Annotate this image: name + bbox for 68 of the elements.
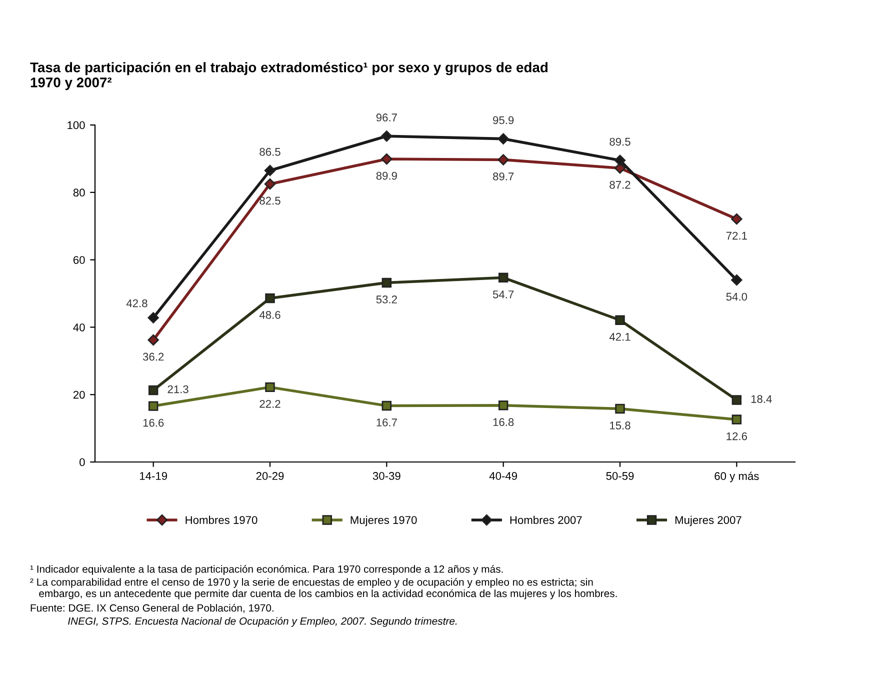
data-label: 21.3: [168, 385, 188, 394]
point: [614, 154, 626, 166]
chart-title: Tasa de participación en el trabajo extradoméstico¹ por sexo y grupos de edad 1970 y 2007²: [30, 62, 548, 90]
point: [615, 315, 625, 325]
point: [615, 404, 625, 414]
text: ¹ Indicador equivalente a la tasa de participación económica. Para 1970 corresponde a 12 años y más.: [30, 565, 503, 575]
data-label: 95.9: [493, 116, 514, 124]
data-label: 42.8: [126, 299, 148, 308]
point: [148, 385, 158, 396]
data-label: 87.2: [610, 180, 630, 189]
data-label: 12.6: [726, 432, 747, 440]
data-label: 96.7: [376, 114, 397, 122]
data-label: 86.5: [260, 148, 280, 156]
point: [381, 130, 392, 142]
point: [382, 278, 392, 288]
legend-label: Hombres 2007: [510, 516, 582, 524]
data-label: 16.8: [493, 418, 514, 426]
point: [498, 272, 508, 283]
point: [148, 401, 158, 411]
point: [382, 400, 392, 411]
data-label: 48.6: [259, 311, 280, 319]
data-label: 15.8: [610, 422, 630, 430]
legend-label: Mujeres 1970: [350, 516, 417, 526]
point: [381, 153, 392, 165]
data-label: 16.6: [143, 418, 164, 427]
x-tick-label: 60 y más: [714, 472, 759, 482]
data-label: 22.2: [260, 400, 280, 408]
x-tick-label: 40-49: [489, 472, 518, 480]
data-label: 16.7: [376, 418, 397, 426]
y-tick-label: 20: [73, 390, 85, 399]
data-label: 18.4: [751, 395, 772, 403]
text: INEGI, STPS. Encuesta Nacional de Ocupación y Empleo, 2007. Segundo trimestre.: [68, 617, 457, 627]
data-label: 89.5: [610, 138, 630, 146]
legend-label: Mujeres 2007: [675, 516, 742, 526]
source-note: Fuente: DGE. IX Censo General de Población, 1970.: [30, 604, 274, 613]
text: ² La comparabilidad entre el censo de 1970 y la serie de encuestas de empleo y de ocupación y empleo no es estricta; sin embargo, es un antecedente que permite dar cuenta de los cambios en la actividad económica de las mujeres y los hombres.: [30, 578, 617, 600]
point: [265, 293, 275, 304]
point: [264, 164, 276, 176]
point: [265, 382, 275, 392]
point: [148, 312, 159, 324]
data-label: 54.7: [492, 290, 514, 298]
point: [732, 414, 742, 424]
point: [731, 213, 742, 225]
data-label: 36.2: [142, 352, 164, 361]
x-tick-label: 20-29: [256, 472, 284, 480]
y-tick-label: 60: [73, 256, 85, 264]
point: [498, 154, 509, 166]
point: [498, 133, 509, 144]
x-tick-label: 50-59: [606, 472, 634, 480]
data-label: 89.9: [376, 172, 397, 180]
x-tick-label: 14-19: [140, 472, 168, 480]
point: [732, 395, 742, 405]
data-label: 42.1: [609, 332, 630, 341]
y-tick-label: 0: [80, 458, 85, 466]
point: [498, 400, 508, 410]
point: [148, 334, 159, 346]
y-tick-label: 80: [73, 188, 85, 197]
point: [264, 178, 276, 190]
legend-label: Hombres 1970: [186, 516, 258, 524]
x-tick-label: 30-39: [372, 472, 400, 480]
data-label: 54.0: [726, 292, 748, 301]
data-label: 72.1: [726, 232, 747, 240]
y-tick-label: 40: [73, 323, 85, 332]
data-label: 82.5: [260, 196, 280, 205]
data-label: 89.7: [493, 172, 514, 180]
y-tick-label: 100: [68, 121, 85, 130]
point: [731, 274, 742, 286]
data-label: 53.2: [376, 296, 397, 304]
